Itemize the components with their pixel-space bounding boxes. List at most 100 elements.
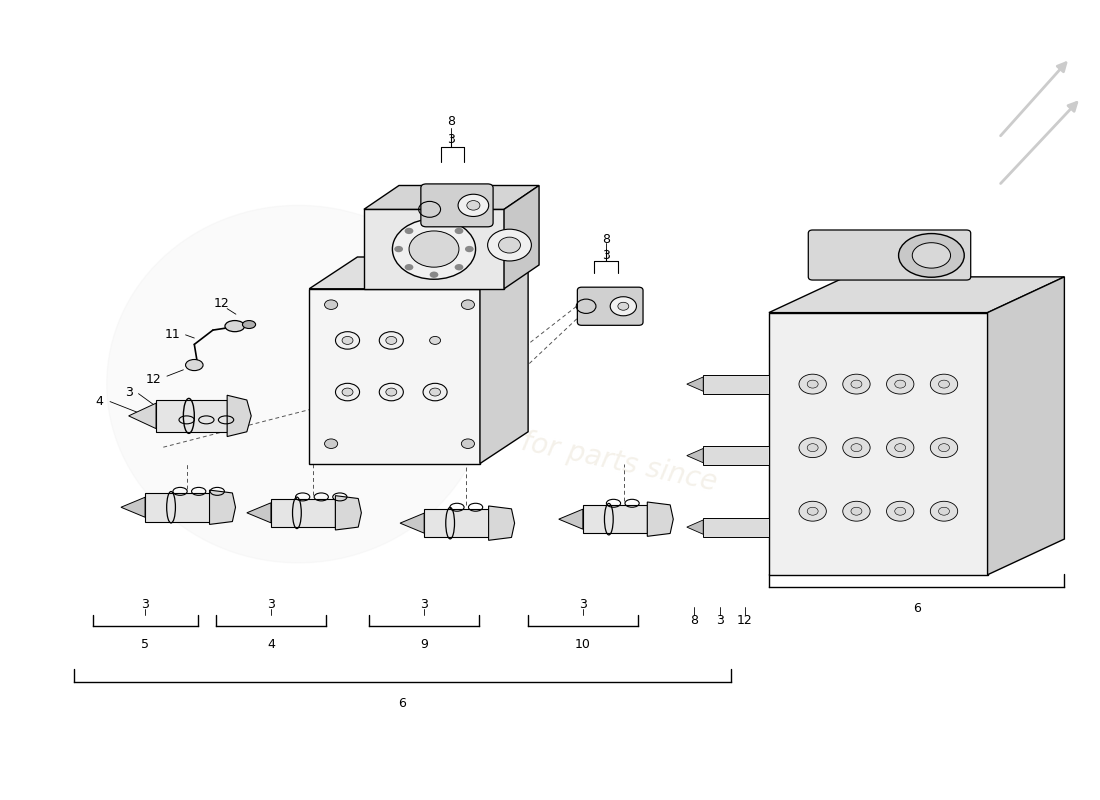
Ellipse shape: [887, 502, 914, 521]
Polygon shape: [686, 449, 703, 462]
Text: 3: 3: [448, 133, 455, 146]
Ellipse shape: [430, 337, 441, 344]
Text: 11: 11: [165, 328, 180, 342]
Ellipse shape: [430, 388, 441, 396]
Ellipse shape: [336, 332, 360, 349]
Bar: [145, 493, 209, 522]
Polygon shape: [480, 257, 528, 463]
Polygon shape: [647, 502, 673, 536]
Ellipse shape: [799, 374, 826, 394]
Text: 5: 5: [141, 638, 150, 651]
Ellipse shape: [843, 438, 870, 458]
Bar: [583, 505, 647, 534]
Polygon shape: [769, 277, 1065, 313]
Polygon shape: [209, 490, 235, 525]
Ellipse shape: [799, 438, 826, 458]
Text: 3: 3: [716, 614, 724, 627]
Polygon shape: [227, 395, 251, 437]
Ellipse shape: [379, 383, 404, 401]
Polygon shape: [686, 377, 703, 391]
Ellipse shape: [430, 220, 439, 226]
Ellipse shape: [610, 297, 637, 316]
Text: 9: 9: [420, 638, 428, 651]
Text: 8: 8: [448, 115, 455, 129]
Ellipse shape: [242, 321, 255, 329]
Ellipse shape: [487, 229, 531, 261]
Ellipse shape: [851, 380, 862, 388]
FancyBboxPatch shape: [808, 230, 970, 280]
Ellipse shape: [186, 359, 204, 370]
Ellipse shape: [887, 374, 914, 394]
Bar: [156, 400, 227, 432]
Polygon shape: [246, 503, 271, 523]
Bar: [703, 374, 769, 394]
Ellipse shape: [454, 228, 463, 234]
Ellipse shape: [851, 444, 862, 452]
Bar: [769, 313, 988, 574]
Ellipse shape: [843, 502, 870, 521]
Polygon shape: [559, 509, 583, 529]
Ellipse shape: [324, 439, 338, 449]
Ellipse shape: [336, 383, 360, 401]
Text: 12: 12: [213, 297, 230, 310]
Text: 3: 3: [602, 249, 609, 262]
Text: EPCspares: EPCspares: [762, 318, 994, 402]
Ellipse shape: [799, 502, 826, 521]
Ellipse shape: [424, 383, 447, 401]
Ellipse shape: [342, 388, 353, 396]
Bar: [703, 446, 769, 465]
Ellipse shape: [379, 332, 404, 349]
Ellipse shape: [342, 337, 353, 344]
Ellipse shape: [386, 388, 397, 396]
Ellipse shape: [851, 507, 862, 515]
Bar: [364, 210, 504, 289]
Ellipse shape: [430, 271, 439, 278]
Ellipse shape: [899, 234, 965, 278]
Ellipse shape: [405, 264, 414, 270]
Polygon shape: [129, 403, 156, 429]
Ellipse shape: [405, 228, 414, 234]
Ellipse shape: [938, 444, 949, 452]
Text: 10: 10: [575, 638, 591, 651]
Text: 3: 3: [579, 598, 586, 610]
Ellipse shape: [887, 438, 914, 458]
Bar: [703, 518, 769, 537]
Text: 6: 6: [913, 602, 921, 614]
Ellipse shape: [324, 300, 338, 310]
Text: 4: 4: [96, 395, 103, 408]
Ellipse shape: [807, 444, 818, 452]
Bar: [425, 509, 488, 538]
Ellipse shape: [458, 194, 488, 217]
Text: a passion for parts since: a passion for parts since: [381, 398, 719, 497]
Ellipse shape: [894, 444, 905, 452]
Polygon shape: [336, 496, 362, 530]
FancyBboxPatch shape: [578, 287, 644, 326]
Text: 4: 4: [267, 638, 275, 651]
Ellipse shape: [107, 206, 489, 563]
Ellipse shape: [461, 300, 474, 310]
Ellipse shape: [466, 201, 480, 210]
Bar: [271, 498, 336, 527]
Polygon shape: [504, 186, 539, 289]
Ellipse shape: [807, 380, 818, 388]
Ellipse shape: [938, 507, 949, 515]
Ellipse shape: [938, 380, 949, 388]
Ellipse shape: [931, 502, 958, 521]
Ellipse shape: [894, 380, 905, 388]
Text: 8: 8: [602, 233, 609, 246]
Ellipse shape: [807, 507, 818, 515]
Text: 3: 3: [141, 598, 149, 610]
Polygon shape: [686, 520, 703, 534]
Ellipse shape: [409, 231, 459, 267]
Ellipse shape: [843, 374, 870, 394]
Ellipse shape: [394, 246, 403, 252]
FancyBboxPatch shape: [421, 184, 493, 227]
Bar: [309, 289, 480, 463]
Text: 3: 3: [124, 386, 133, 398]
Ellipse shape: [912, 242, 950, 268]
Ellipse shape: [618, 302, 629, 310]
Polygon shape: [309, 257, 528, 289]
Polygon shape: [400, 513, 425, 533]
Ellipse shape: [454, 264, 463, 270]
Ellipse shape: [498, 237, 520, 253]
